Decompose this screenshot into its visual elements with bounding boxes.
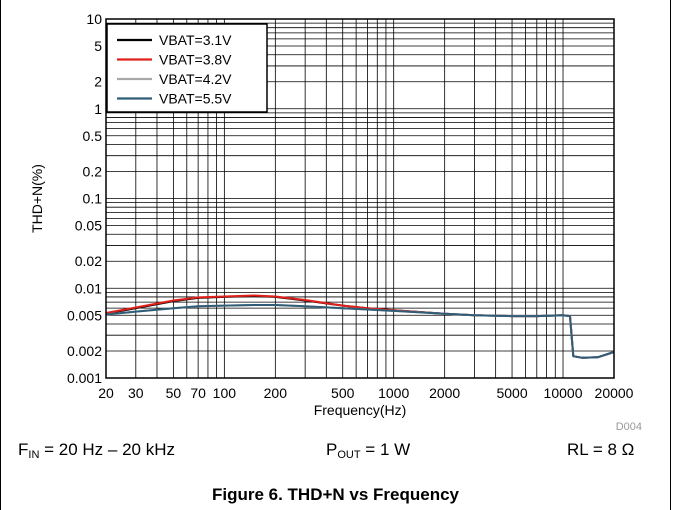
condition-pout-sub: OUT xyxy=(337,449,361,461)
y-tick-label: 0.05 xyxy=(75,218,102,234)
legend-label-4: VBAT=5.5V xyxy=(159,91,232,107)
page-frame-left xyxy=(0,0,1,510)
condition-fin-prefix: F xyxy=(18,440,29,459)
x-tick-label: 100 xyxy=(213,385,237,401)
y-tick-label: 0.5 xyxy=(83,128,103,144)
page-frame-right xyxy=(670,0,671,510)
condition-fin-sub: IN xyxy=(28,449,40,461)
figure-id-label: D004 xyxy=(616,421,642,433)
y-tick-label: 0.2 xyxy=(83,163,103,179)
y-axis-label: THD+N(%) xyxy=(29,164,45,233)
y-tick-label: 5 xyxy=(94,38,102,54)
legend-label-1: VBAT=3.1V xyxy=(159,32,232,48)
x-tick-label: 500 xyxy=(331,385,355,401)
x-tick-label: 10000 xyxy=(544,385,583,401)
x-tick-label: 70 xyxy=(190,385,206,401)
x-tick-label: 1000 xyxy=(378,385,409,401)
condition-pout-value: = 1 W xyxy=(360,440,411,459)
plot-frame xyxy=(105,18,615,379)
x-tick-label: 20000 xyxy=(595,385,634,401)
x-axis-label: Frequency(Hz) xyxy=(314,402,407,418)
y-tick-label: 0.001 xyxy=(67,370,102,386)
y-tick-label: 0.005 xyxy=(67,307,102,323)
y-tick-label: 2 xyxy=(94,74,102,90)
y-tick-label: 0.01 xyxy=(75,280,102,296)
y-tick-label: 0.1 xyxy=(83,191,103,207)
y-tick-label: 1 xyxy=(94,101,102,117)
condition-pout-prefix: P xyxy=(326,440,338,459)
y-tick-label: 0.002 xyxy=(67,343,102,359)
condition-fin-value: = 20 Hz – 20 kHz xyxy=(39,440,175,459)
x-tick-label: 20 xyxy=(98,385,114,401)
x-tick-label: 2000 xyxy=(429,385,460,401)
legend-label-2: VBAT=3.8V xyxy=(159,52,232,68)
y-tick-label: 0.02 xyxy=(75,253,102,269)
series-line-4 xyxy=(105,304,615,359)
condition-rl: RL = 8 Ω xyxy=(567,440,635,459)
y-tick-label: 10 xyxy=(86,11,102,27)
condition-pout: POUT = 1 W xyxy=(326,440,410,461)
legend-box xyxy=(106,23,268,113)
x-tick-label: 5000 xyxy=(496,385,527,401)
x-tick-label: 50 xyxy=(166,385,182,401)
figure-caption: Figure 6. THD+N vs Frequency xyxy=(211,485,460,504)
legend-label-3: VBAT=4.2V xyxy=(159,71,232,87)
condition-fin: FIN = 20 Hz – 20 kHz xyxy=(18,440,175,461)
thd-n-chart: 0.001 0.002 0.005 0.01 0.02 0.05 0.1 0.2 0.5 1 2 5 1… xyxy=(29,11,642,433)
x-tick-label: 200 xyxy=(264,385,288,401)
x-tick-label: 30 xyxy=(128,385,144,401)
